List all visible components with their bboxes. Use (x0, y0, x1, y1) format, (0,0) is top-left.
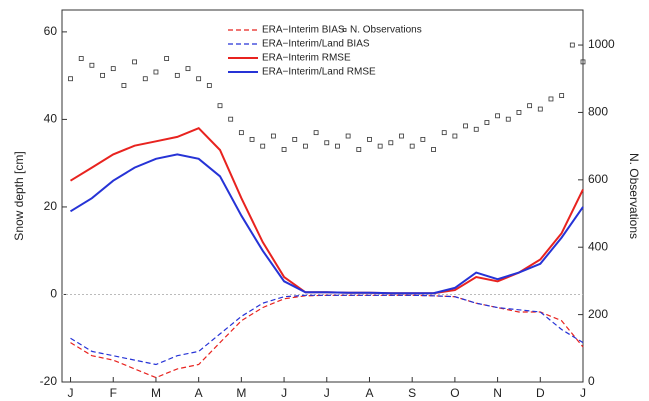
observation-marker (527, 103, 533, 109)
observation-marker (292, 136, 298, 142)
observation-marker (100, 72, 105, 78)
y2-tick-label: 200 (588, 307, 608, 321)
x-tick-label: J (281, 386, 287, 400)
observation-marker (399, 133, 404, 139)
observation-marker (420, 136, 426, 142)
x-tick-label: A (195, 386, 203, 400)
observation-marker (68, 76, 73, 82)
x-tick-label: J (580, 386, 586, 400)
observation-marker (484, 120, 490, 125)
observation-marker (217, 103, 223, 109)
series-line (69, 127, 584, 295)
observation-marker (281, 147, 287, 152)
y2-tick-label: 600 (588, 172, 608, 186)
x-tick-label: O (450, 386, 459, 400)
observation-marker (132, 59, 137, 65)
x-tick-label: D (536, 386, 545, 400)
observation-marker (569, 42, 575, 48)
legend-label: ERA−Interim/Land BIAS (262, 39, 370, 50)
y2-tick-label: 800 (588, 105, 608, 119)
legend-marker (342, 28, 347, 32)
observation-marker (431, 147, 436, 152)
observation-marker (537, 106, 543, 112)
observation-marker (335, 143, 340, 149)
observation-marker (388, 140, 394, 146)
legend-label: ERA−Interim RMSE (262, 53, 351, 64)
y-tick-label: -20 (40, 374, 58, 388)
observation-marker (495, 113, 500, 119)
observation-marker (153, 69, 159, 75)
observation-marker (228, 116, 234, 122)
series-line (70, 294, 584, 366)
observation-marker (377, 143, 383, 149)
x-tick-label: M (236, 386, 246, 400)
observation-marker (324, 140, 330, 146)
observation-marker (185, 66, 191, 72)
observation-marker (303, 143, 308, 149)
observation-marker (463, 123, 468, 129)
observation-marker (505, 116, 511, 122)
observation-marker (516, 110, 522, 115)
y-tick-label: 0 (50, 287, 57, 301)
x-tick-label: F (110, 386, 117, 400)
observation-marker (452, 133, 458, 139)
observation-marker (548, 96, 554, 102)
y-tick-label: 60 (44, 24, 58, 38)
series-line (70, 294, 584, 379)
observation-marker (164, 56, 170, 61)
legend-label: ERA−Interim BIAS (262, 25, 345, 36)
series-line (69, 153, 584, 295)
y2-axis-label: N. Observations (627, 153, 641, 239)
observation-marker (249, 136, 255, 142)
observation-marker (559, 93, 565, 98)
legend-label: ERA−Interim/Land RMSE (262, 67, 376, 78)
observation-marker (196, 76, 202, 82)
x-tick-label: S (408, 386, 416, 400)
observation-marker (78, 56, 84, 61)
observation-marker (441, 130, 447, 136)
observation-marker (345, 133, 351, 139)
observation-marker (473, 126, 479, 132)
legend-label: N. Observations (350, 25, 422, 36)
observation-marker (110, 66, 116, 72)
y-axis-label: Snow depth [cm] (12, 151, 26, 240)
y2-tick-label: 0 (588, 374, 595, 388)
x-tick-label: A (365, 386, 373, 400)
observation-marker (142, 76, 148, 82)
x-tick-label: J (324, 386, 330, 400)
observation-marker (89, 62, 95, 68)
observation-marker (580, 59, 586, 65)
y-tick-label: 40 (44, 112, 58, 126)
observation-marker (121, 83, 127, 88)
observation-marker (367, 136, 372, 142)
observation-marker (260, 143, 266, 149)
observation-marker (174, 72, 180, 78)
y-tick-label: 20 (44, 199, 58, 213)
x-tick-label: M (151, 386, 161, 400)
observation-marker (270, 133, 276, 139)
plot-frame (61, 9, 584, 383)
y2-tick-label: 1000 (588, 37, 615, 51)
x-tick-label: N (493, 386, 502, 400)
observation-marker (313, 130, 319, 136)
observation-marker (238, 130, 244, 136)
observation-marker (356, 147, 362, 152)
observation-marker (409, 143, 415, 149)
y2-tick-label: 400 (588, 239, 608, 253)
x-tick-label: J (68, 386, 74, 400)
observation-marker (206, 83, 212, 88)
